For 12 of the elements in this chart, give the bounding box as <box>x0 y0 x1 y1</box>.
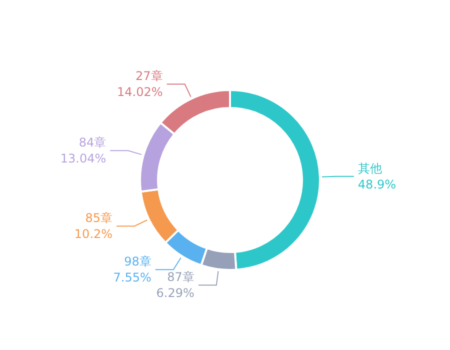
slice-label: 84章 <box>78 136 106 150</box>
slice-label: 87章 <box>167 270 194 284</box>
data-label: 6.29% <box>156 286 194 300</box>
data-label: 14.02% <box>117 85 163 100</box>
data-label: 13.04% <box>60 152 106 166</box>
data-label: 7.55% <box>113 270 152 285</box>
slice-label: 98章 <box>124 254 152 269</box>
data-label: 48.9% <box>358 177 396 192</box>
slice-label: 其他 <box>358 161 382 176</box>
slice-label: 85章 <box>85 211 113 226</box>
data-label: 10.2% <box>74 227 113 242</box>
slice-label: 27章 <box>136 69 163 84</box>
